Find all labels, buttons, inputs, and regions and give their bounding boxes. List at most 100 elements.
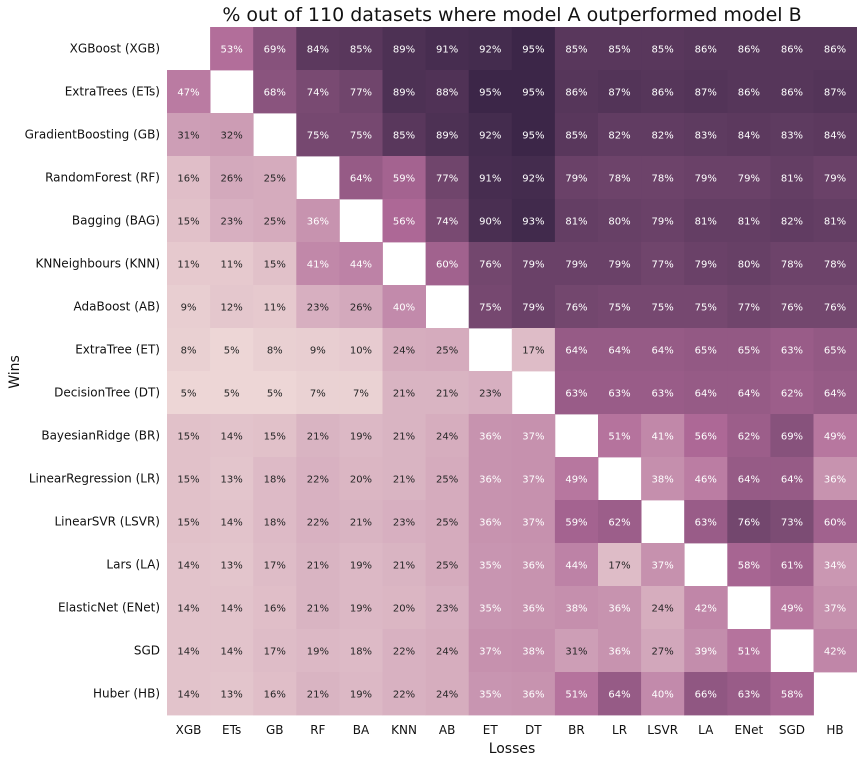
cell-value-label: 21% [307, 604, 329, 615]
heatmap-cell [770, 70, 814, 114]
heatmap-cell [468, 285, 513, 329]
x-axis-label: Losses [489, 741, 536, 757]
column-tick-label: HB [826, 723, 843, 737]
heatmap-cell [554, 629, 599, 673]
cell-value-label: 21% [350, 518, 372, 529]
cell-value-label: 51% [565, 690, 587, 701]
heatmap-cell [598, 586, 642, 630]
row-tick-label: ExtraTrees (ETs) [65, 85, 160, 99]
cell-value-label: 66% [695, 690, 717, 701]
cell-value-label: 83% [781, 131, 803, 142]
heatmap-cell [210, 414, 254, 458]
heatmap-cell [813, 27, 857, 71]
row-tick-label: LinearSVR (LSVR) [55, 515, 161, 529]
cell-value-label: 25% [264, 217, 286, 228]
cell-value-label: 64% [738, 389, 760, 400]
column-tick-label: SGD [779, 723, 805, 737]
cell-value-label: 86% [781, 88, 803, 99]
heatmap-cell [770, 156, 814, 200]
cell-value-label: 86% [565, 88, 587, 99]
heatmap-cell [511, 543, 556, 587]
cell-value-label: 18% [350, 647, 372, 658]
cell-value-label: 56% [393, 217, 415, 228]
cell-value-label: 89% [393, 45, 415, 56]
heatmap-cell [511, 414, 556, 458]
cell-value-label: 5% [224, 346, 240, 357]
heatmap-cell [382, 27, 426, 71]
heatmap-cell [727, 328, 771, 372]
heatmap-cell [253, 371, 297, 415]
cell-value-label: 78% [652, 174, 674, 185]
heatmap-cell [684, 328, 728, 372]
column-tick-label: ET [483, 723, 499, 737]
cell-value-label: 62% [781, 389, 803, 400]
heatmap-cell [382, 500, 426, 544]
cell-value-label: 44% [350, 260, 372, 271]
heatmap-cell [684, 285, 728, 329]
heatmap-cell [468, 371, 513, 415]
heatmap-cell [684, 672, 728, 716]
cell-value-label: 58% [781, 690, 803, 701]
cell-value-label: 89% [393, 88, 415, 99]
cell-value-label: 86% [652, 88, 674, 99]
heatmap-cell [167, 629, 211, 673]
cell-value-label: 11% [221, 260, 243, 271]
cell-value-label: 75% [350, 131, 372, 142]
cell-value-label: 60% [824, 518, 846, 529]
heatmap-cell [554, 70, 599, 114]
cell-value-label: 93% [522, 217, 544, 228]
cell-value-label: 79% [824, 174, 846, 185]
heatmap-cell [598, 414, 642, 458]
heatmap-cell [210, 672, 254, 716]
heatmap-cell [770, 500, 814, 544]
heatmap-cell [253, 629, 297, 673]
heatmap-cell [598, 199, 642, 243]
heatmap-cell [339, 328, 383, 372]
heatmap-cell [339, 27, 383, 71]
heatmap-cell [813, 70, 857, 114]
heatmap-cell [167, 328, 211, 372]
cell-value-label: 15% [177, 518, 199, 529]
cell-value-label: 46% [695, 475, 717, 486]
heatmap-cell [210, 543, 254, 587]
cell-value-label: 18% [264, 475, 286, 486]
cell-value-label: 38% [522, 647, 544, 658]
cell-value-label: 65% [824, 346, 846, 357]
heatmap-cell [770, 414, 814, 458]
cell-value-label: 14% [221, 647, 243, 658]
column-tick-label: KNN [391, 723, 417, 737]
cell-value-label: 9% [310, 346, 326, 357]
cell-value-label: 9% [181, 303, 197, 314]
cell-value-label: 5% [267, 389, 283, 400]
heatmap-cell [770, 543, 814, 587]
cell-value-label: 87% [695, 88, 717, 99]
heatmap-cell [554, 285, 599, 329]
heatmap-cell [296, 371, 340, 415]
cell-value-label: 25% [436, 518, 458, 529]
cell-value-label: 85% [565, 131, 587, 142]
heatmap-cell [382, 586, 426, 630]
heatmap-cell [339, 285, 383, 329]
heatmap-cell [554, 156, 599, 200]
heatmap-cell [425, 586, 470, 630]
cell-value-label: 69% [781, 432, 803, 443]
cell-value-label: 36% [479, 432, 501, 443]
heatmap-cell [425, 457, 470, 501]
cell-value-label: 89% [436, 131, 458, 142]
heatmap-cell [425, 371, 470, 415]
cell-value-label: 63% [608, 389, 630, 400]
cell-value-label: 22% [307, 518, 329, 529]
heatmap-cell [253, 156, 297, 200]
cell-value-label: 13% [221, 561, 243, 572]
heatmap-cell [641, 70, 685, 114]
heatmap-cell [727, 199, 771, 243]
heatmap-cell [167, 457, 211, 501]
heatmap-cell [641, 672, 685, 716]
heatmap-cell [210, 156, 254, 200]
cell-value-label: 14% [221, 518, 243, 529]
cell-value-label: 19% [350, 561, 372, 572]
cell-value-label: 61% [781, 561, 803, 572]
cell-value-label: 19% [307, 647, 329, 658]
row-tick-label: ExtraTree (ET) [75, 343, 160, 357]
